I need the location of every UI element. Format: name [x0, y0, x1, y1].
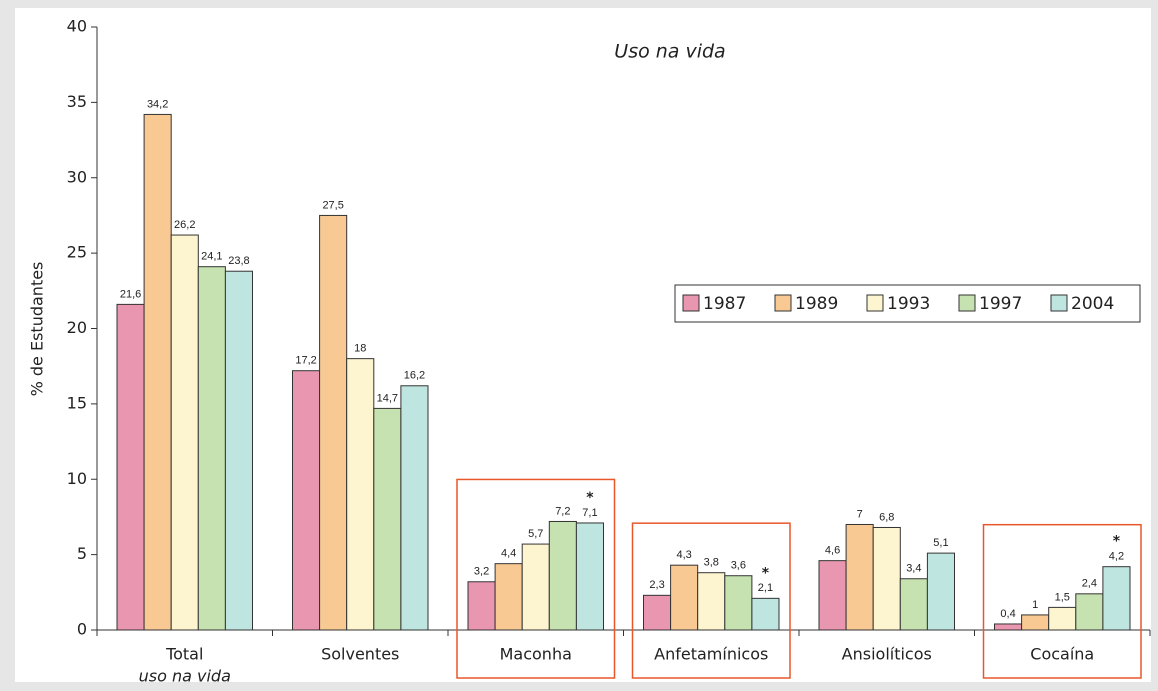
bar: [845, 523, 874, 631]
legend-swatch: [866, 294, 884, 312]
value-label: 17,2: [295, 355, 316, 367]
annotation: *: [586, 490, 594, 506]
value-label: 4,2: [1109, 551, 1124, 563]
y-tick-label: 5: [77, 544, 87, 563]
bar: [643, 594, 672, 631]
bar: [1102, 566, 1131, 631]
bar: [224, 270, 253, 631]
legend-label: 1993: [887, 294, 930, 314]
bar: [116, 303, 145, 631]
bar: [319, 214, 348, 631]
x-tick-label: Solventes: [321, 645, 399, 664]
value-label: 7,2: [555, 505, 570, 517]
value-label: 2,3: [649, 579, 664, 591]
value-label: 4,3: [677, 549, 692, 561]
value-label: 3,4: [906, 563, 921, 575]
legend-swatch: [958, 294, 976, 312]
value-label: 0,4: [1000, 608, 1015, 620]
bar: [872, 526, 901, 631]
legend-label: 1989: [795, 294, 838, 314]
annotation: *: [762, 565, 770, 581]
y-tick-label: 30: [67, 167, 87, 186]
value-label: 23,8: [228, 255, 249, 267]
y-tick-label: 20: [67, 318, 87, 337]
value-label: 2,4: [1082, 578, 1097, 590]
bar: [143, 113, 172, 631]
bar: [400, 385, 429, 631]
bar: [724, 575, 753, 631]
x-tick-label: uso na vida: [139, 667, 231, 686]
legend-label: 1987: [703, 294, 746, 314]
bar: [751, 597, 780, 631]
bar: [292, 370, 321, 631]
bar: [818, 560, 847, 631]
value-label: 1: [1032, 599, 1038, 611]
value-label: 27,5: [322, 199, 343, 211]
bar: [521, 543, 550, 631]
legend-swatch: [1050, 294, 1068, 312]
value-label: 1,5: [1055, 591, 1070, 603]
x-tick-label: Cocaína: [1030, 645, 1094, 664]
value-label: 3,6: [731, 560, 746, 572]
value-label: 18: [354, 343, 366, 355]
value-label: 5,7: [528, 528, 543, 540]
annotation: *: [1113, 534, 1121, 550]
x-tick-label: Maconha: [500, 645, 572, 664]
bar: [467, 581, 496, 631]
bar: [373, 407, 402, 631]
bar: [899, 578, 928, 631]
value-label: 7: [857, 508, 863, 520]
x-tick-label: Total: [165, 645, 203, 664]
bar: [346, 358, 375, 631]
y-tick-label: 40: [67, 17, 87, 36]
bar: [170, 234, 199, 631]
y-tick-label: 0: [77, 620, 87, 639]
legend-swatch: [682, 294, 700, 312]
y-tick-label: 15: [67, 393, 87, 412]
value-label: 14,7: [377, 392, 398, 404]
bar: [494, 563, 523, 631]
value-label: 21,6: [120, 288, 141, 300]
value-label: 7,1: [582, 507, 597, 519]
legend-label: 1997: [979, 294, 1022, 314]
bar: [197, 266, 226, 631]
value-label: 5,1: [933, 537, 948, 549]
value-label: 16,2: [404, 370, 425, 382]
value-label: 4,6: [825, 545, 840, 557]
y-axis-label: % de Estudantes: [28, 262, 47, 397]
bar: [548, 520, 577, 631]
value-label: 24,1: [201, 251, 222, 263]
value-label: 2,1: [758, 582, 773, 594]
highlight-box: [982, 523, 1142, 679]
bar: [1048, 606, 1077, 631]
bar: [994, 623, 1023, 631]
bar: [697, 572, 726, 631]
value-label: 34,2: [147, 98, 168, 110]
bar: [670, 564, 699, 631]
value-label: 3,2: [474, 566, 489, 578]
bar: [575, 522, 605, 631]
legend-label: 2004: [1071, 294, 1114, 314]
y-tick-label: 10: [67, 469, 87, 488]
highlight-box: [456, 478, 616, 679]
x-tick-label: Ansiolíticos: [842, 645, 932, 664]
y-tick-label: 25: [67, 243, 87, 262]
bar: [1021, 614, 1050, 631]
value-label: 4,4: [501, 548, 516, 560]
bar: [926, 552, 956, 631]
y-tick-label: 35: [67, 92, 87, 111]
value-label: 6,8: [879, 511, 894, 523]
value-label: 3,8: [704, 557, 719, 569]
highlight-box: [631, 522, 791, 679]
bar: [1075, 593, 1104, 631]
legend-swatch: [774, 294, 792, 312]
chart-title: Uso na vida: [614, 41, 725, 63]
x-tick-label: Anfetamínicos: [654, 645, 768, 664]
value-label: 26,2: [174, 219, 195, 231]
